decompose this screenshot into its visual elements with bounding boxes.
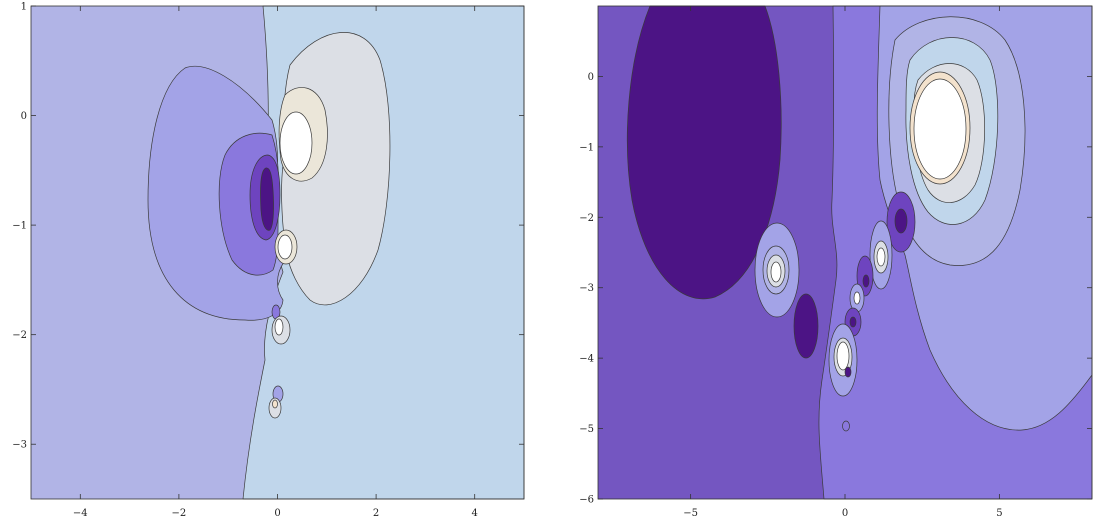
left-high-peak-4 [272,399,278,409]
right-axes: −5 0 5 0 −1 −2 −3 −4 −5 −6 [579,6,1092,519]
left-high-peak-1 [279,111,313,175]
left-y-tick-label: 0 [21,111,27,122]
right-high-peak-3 [876,247,886,267]
right-y-tick-label: −5 [579,424,594,435]
left-x-tick-label: 0 [274,508,280,519]
right-high-peak-1 [913,78,967,180]
right-x-tick-label: −5 [683,508,698,519]
right-low-3 [894,208,908,234]
right-y-tick-label: −1 [579,142,594,153]
right-high-peak-5 [853,291,861,305]
right-low-big [626,5,782,300]
right-y-tick-label: 0 [588,72,594,83]
left-x-tick-label: −2 [172,508,187,519]
right-x-tick-label: 5 [996,508,1002,519]
right-low-5 [849,316,857,328]
right-contour-plot [597,5,1093,500]
right-x-tick-label: 0 [842,508,848,519]
right-low-6 [844,366,852,378]
left-x-tick-label: 4 [472,508,478,519]
right-y-tick-label: −2 [579,213,594,224]
right-high-peak-2 [770,261,782,283]
right-low-4 [862,274,870,288]
right-low-7 [842,420,850,432]
left-y-tick-label: −2 [12,330,27,341]
left-high-peak-3 [274,318,284,336]
left-axes: −4 −2 0 2 4 1 0 −1 −2 −3 [12,2,524,519]
left-x-tick-label: −4 [73,508,88,519]
right-y-tick-label: −4 [579,354,594,365]
right-low-2 [793,293,819,359]
left-lobe-core [260,167,274,231]
right-y-tick-label: −6 [579,495,594,506]
left-y-tick-label: 1 [21,2,27,13]
left-y-tick-label: −3 [12,440,27,451]
right-high-peak-6 [836,341,850,371]
left-contour-plot [30,5,525,500]
right-y-tick-label: −3 [579,283,594,294]
left-x-tick-label: 2 [373,508,379,519]
left-high-peak-2 [277,234,293,260]
left-y-tick-label: −1 [12,221,27,232]
